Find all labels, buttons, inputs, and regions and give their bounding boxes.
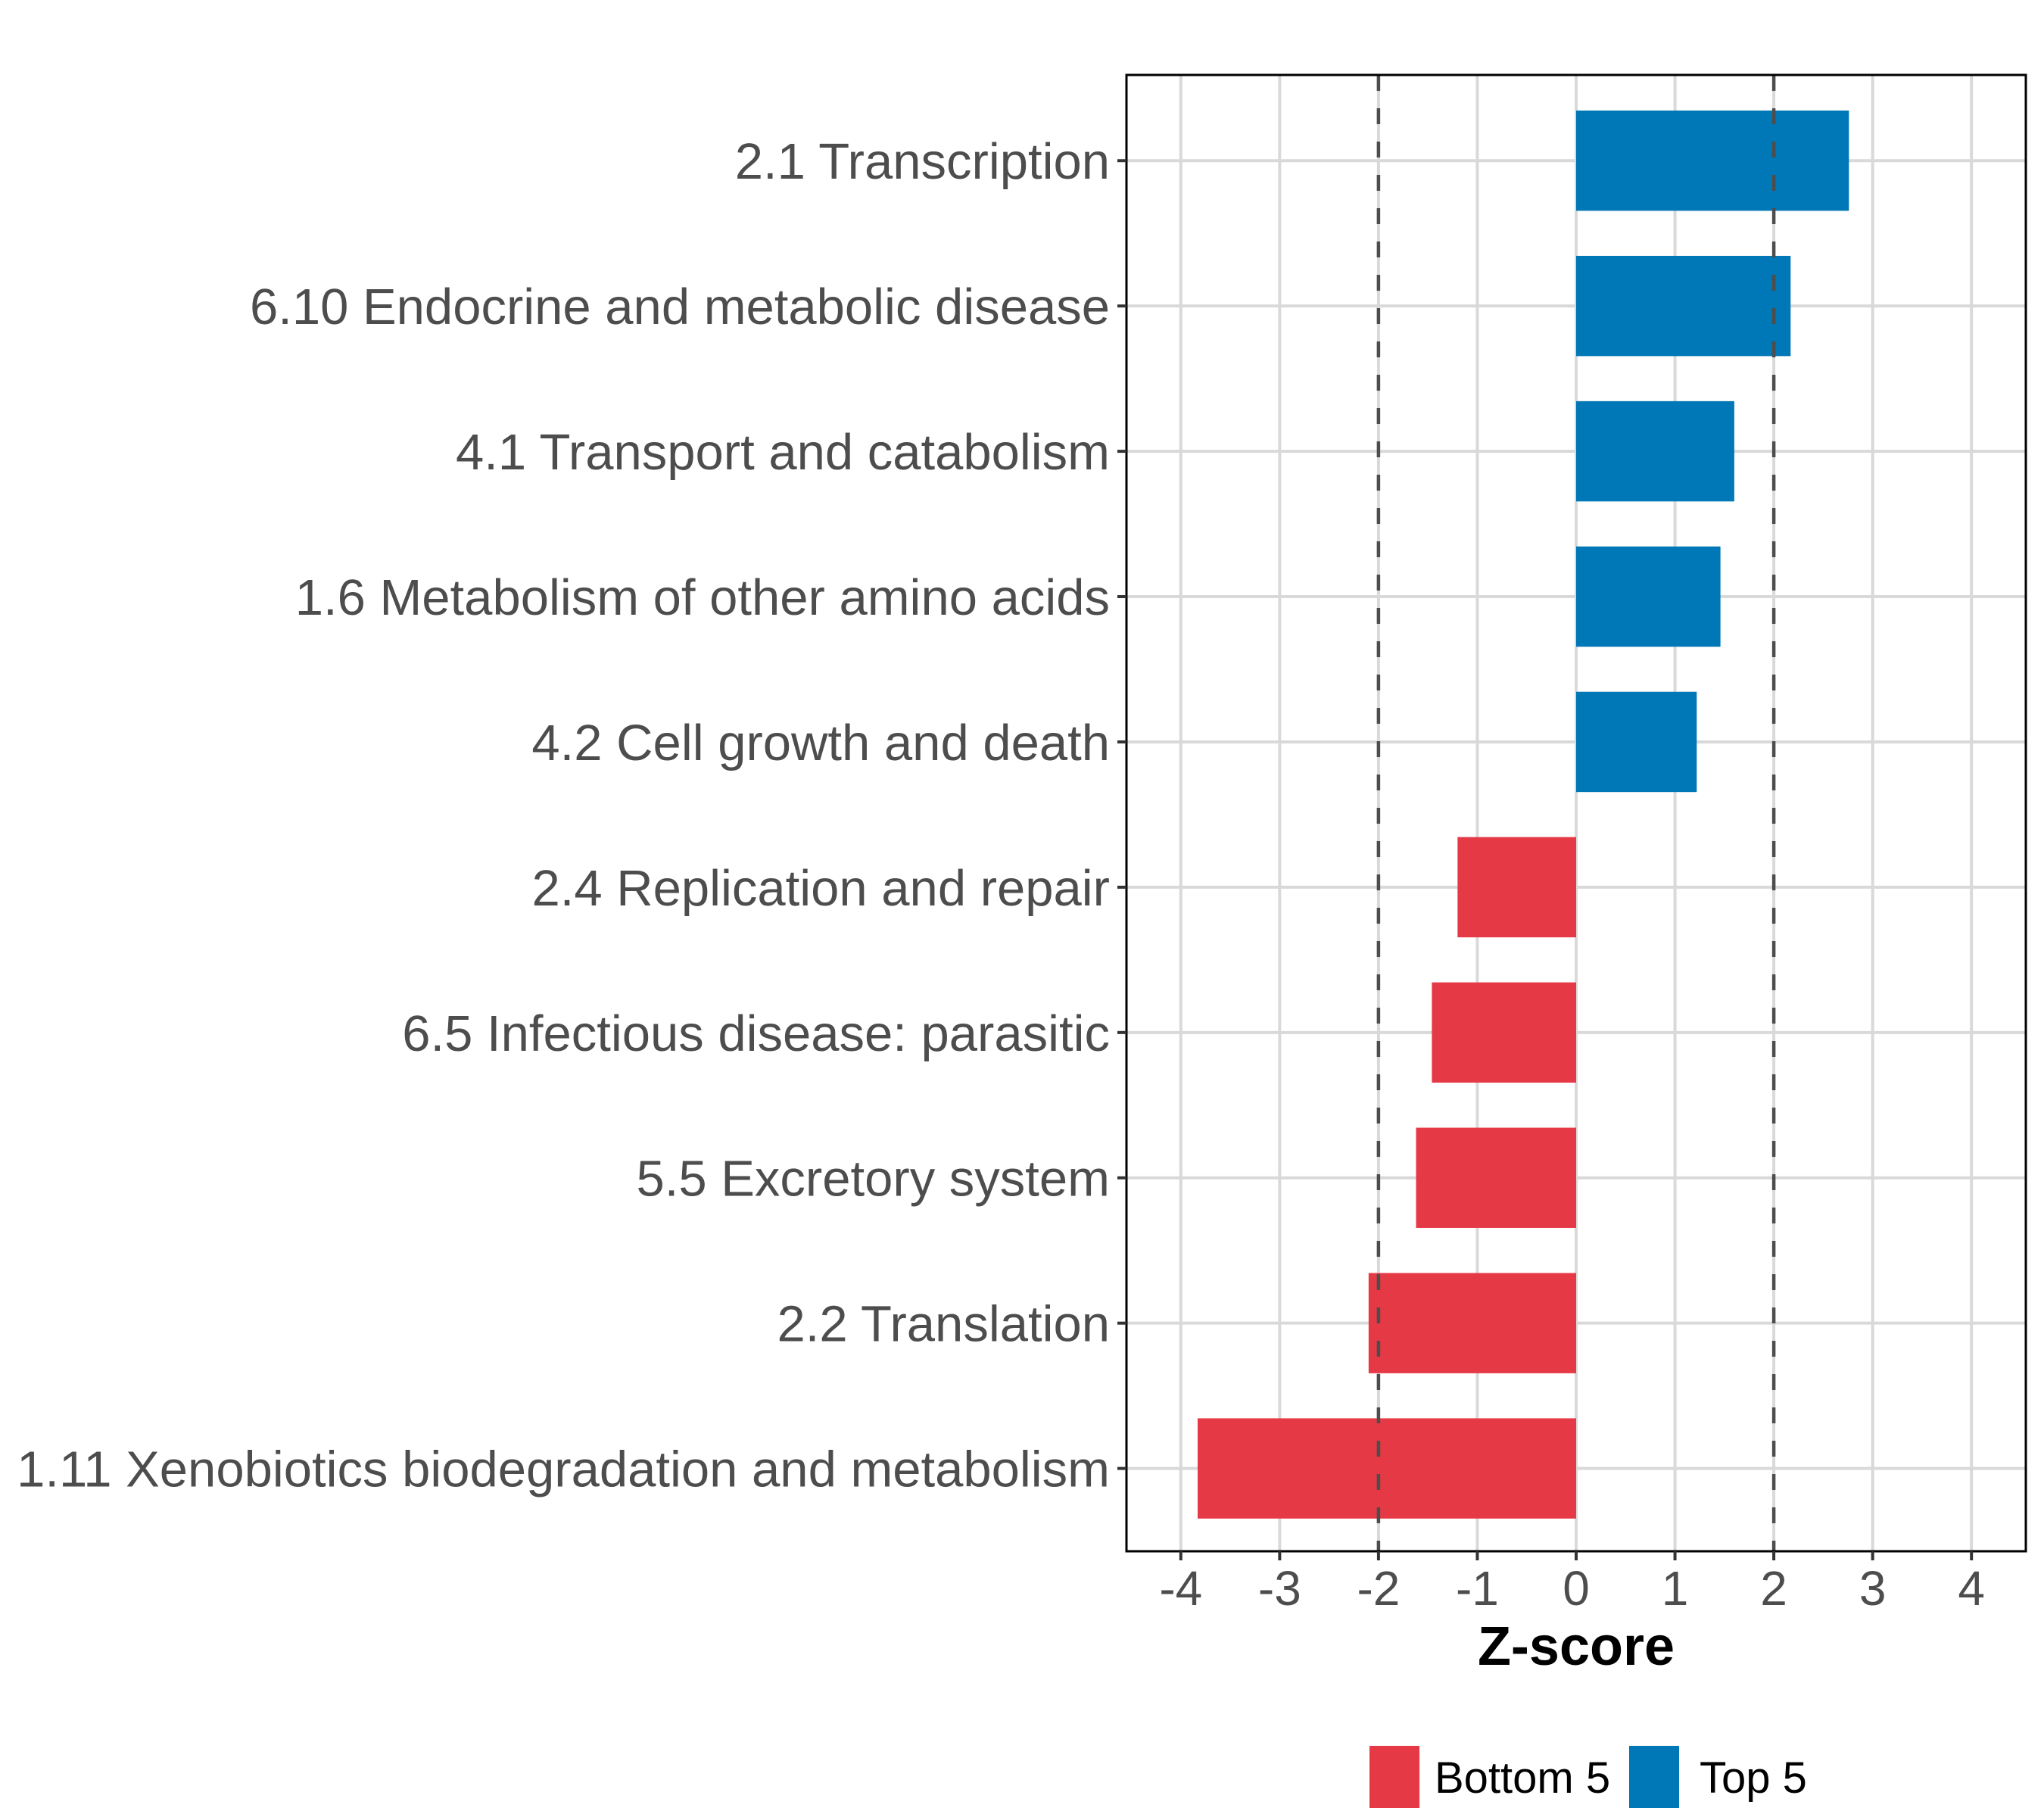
x-axis: -4 -3 -2 -1 0 1 2 3 4 bbox=[1159, 1551, 1985, 1616]
legend-label: Bottom 5 bbox=[1435, 1753, 1610, 1803]
legend: Bottom 5 Top 5 bbox=[1369, 1746, 1807, 1808]
bars bbox=[1197, 111, 1849, 1519]
x-tick-label: 2 bbox=[1760, 1561, 1787, 1616]
category-label: 2.4 Replication and repair bbox=[531, 860, 1110, 917]
legend-label: Top 5 bbox=[1700, 1753, 1807, 1803]
bar-bottom bbox=[1432, 982, 1576, 1083]
x-tick-label: -2 bbox=[1357, 1561, 1400, 1616]
bar-top bbox=[1576, 111, 1849, 211]
category-label: 4.1 Transport and catabolism bbox=[456, 424, 1110, 481]
legend-key-bottom-5 bbox=[1369, 1746, 1419, 1808]
y-axis: 2.1 Transcription 6.10 Endocrine and meta… bbox=[17, 133, 1126, 1498]
bar-top bbox=[1576, 255, 1791, 357]
x-tick-label: 1 bbox=[1662, 1561, 1689, 1616]
x-tick-label: -4 bbox=[1159, 1561, 1202, 1616]
bar-bottom bbox=[1197, 1418, 1576, 1519]
reference-lines bbox=[1376, 75, 1776, 1551]
category-label: 2.1 Transcription bbox=[735, 133, 1110, 190]
category-label: 6.10 Endocrine and metabolic disease bbox=[250, 279, 1110, 335]
category-label: 1.11 Xenobiotics biodegradation and meta… bbox=[17, 1441, 1110, 1498]
x-tick-label: 4 bbox=[1958, 1561, 1985, 1616]
bar-bottom bbox=[1368, 1273, 1576, 1373]
x-tick-label: 0 bbox=[1563, 1561, 1590, 1616]
x-axis-title: Z-score bbox=[1478, 1616, 1675, 1677]
category-label: 6.5 Infectious disease: parasitic bbox=[402, 1005, 1110, 1062]
bar-top bbox=[1576, 691, 1697, 793]
x-tick-label: -3 bbox=[1258, 1561, 1301, 1616]
category-label: 5.5 Excretory system bbox=[636, 1151, 1110, 1208]
legend-key-top-5 bbox=[1629, 1746, 1679, 1808]
bar-bottom bbox=[1457, 837, 1576, 938]
category-label: 4.2 Cell growth and death bbox=[531, 715, 1110, 771]
bar-top bbox=[1576, 546, 1721, 647]
x-tick-label: 3 bbox=[1859, 1561, 1887, 1616]
category-label: 2.2 Translation bbox=[777, 1296, 1111, 1353]
category-label: 1.6 Metabolism of other amino acids bbox=[295, 569, 1110, 626]
x-tick-label: -1 bbox=[1456, 1561, 1499, 1616]
bar-bottom bbox=[1416, 1127, 1576, 1228]
bar-top bbox=[1576, 400, 1734, 502]
